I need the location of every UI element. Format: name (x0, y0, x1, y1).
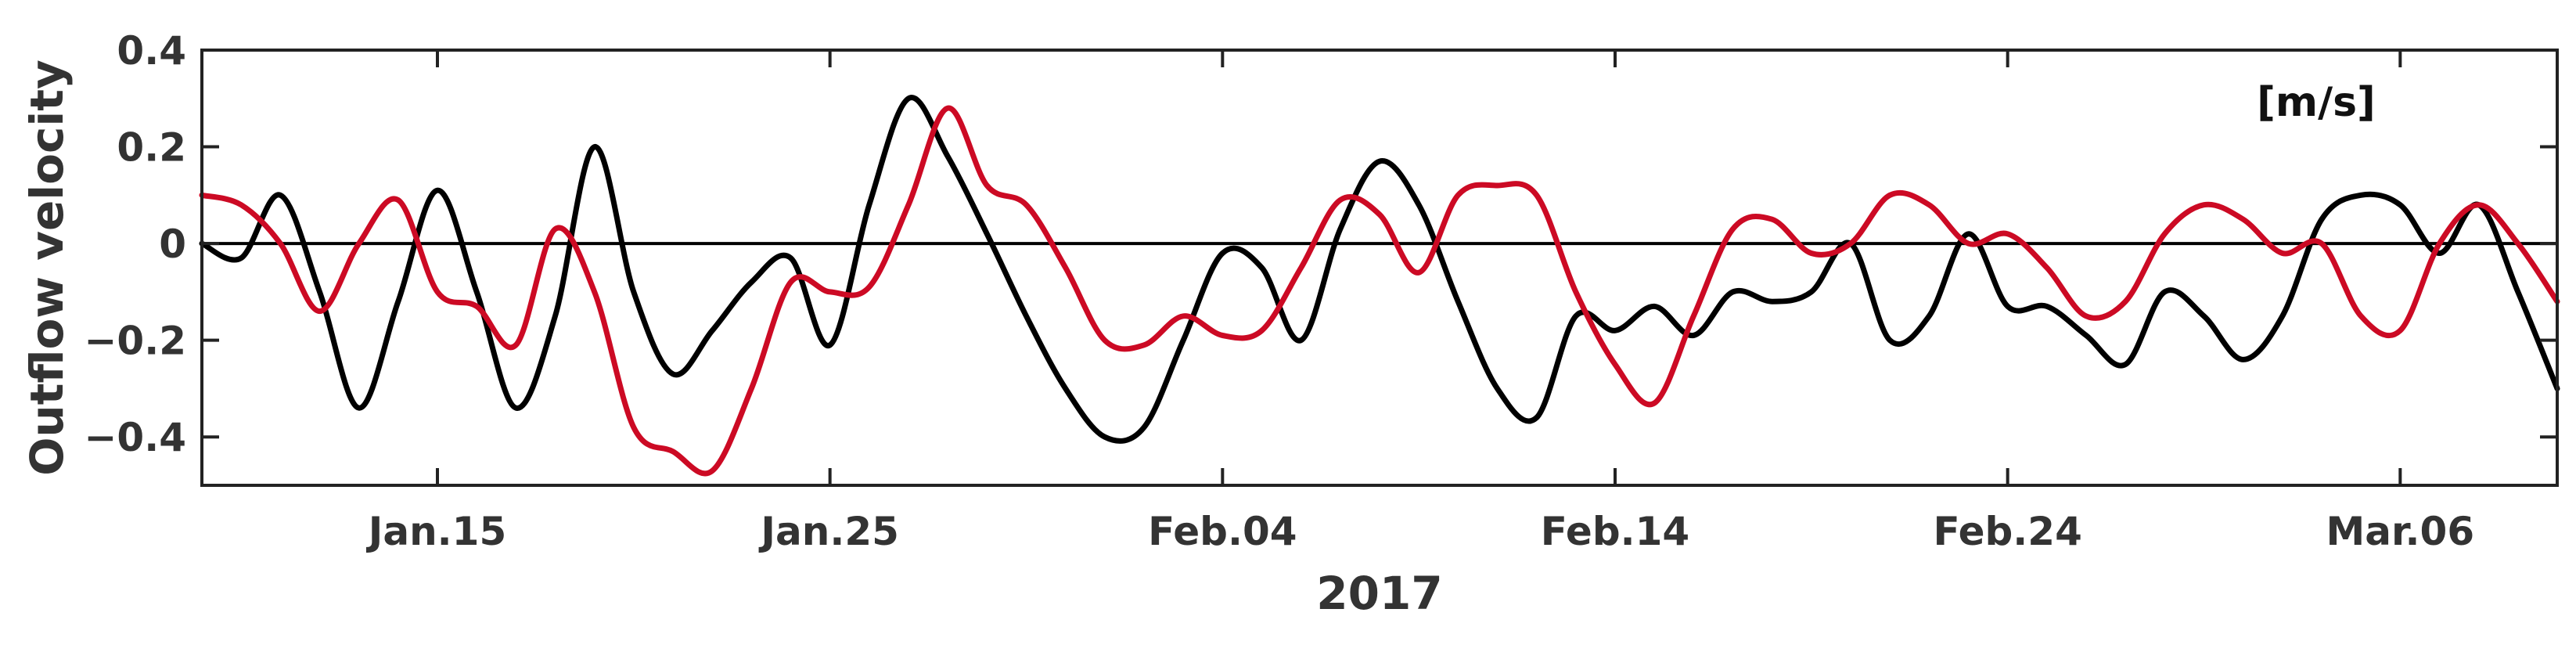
series-line-1 (199, 95, 2560, 444)
y-tick-label: 0.2 (117, 125, 186, 171)
plot-area-frame (200, 49, 2559, 487)
x-tick-label: Jan.25 (758, 509, 899, 554)
x-tick-label: Feb.14 (1541, 509, 1689, 554)
y-axis-title: Outflow velocity (20, 59, 74, 476)
x-tick-label: Mar.06 (2326, 509, 2475, 554)
y-tick-label: −0.4 (85, 415, 186, 460)
y-tick-label: −0.2 (85, 319, 186, 364)
x-tick-label: Feb.04 (1148, 509, 1297, 554)
unit-annotation: [m/s] (2257, 79, 2376, 126)
y-tick-label: 0.4 (117, 28, 186, 74)
x-tick-label: Jan.15 (366, 509, 507, 554)
series-line-2 (199, 105, 2560, 477)
x-tick-label: Feb.24 (1933, 509, 2081, 554)
x-axis-title: 2017 (1316, 567, 1442, 620)
y-tick-label: 0 (159, 222, 186, 267)
